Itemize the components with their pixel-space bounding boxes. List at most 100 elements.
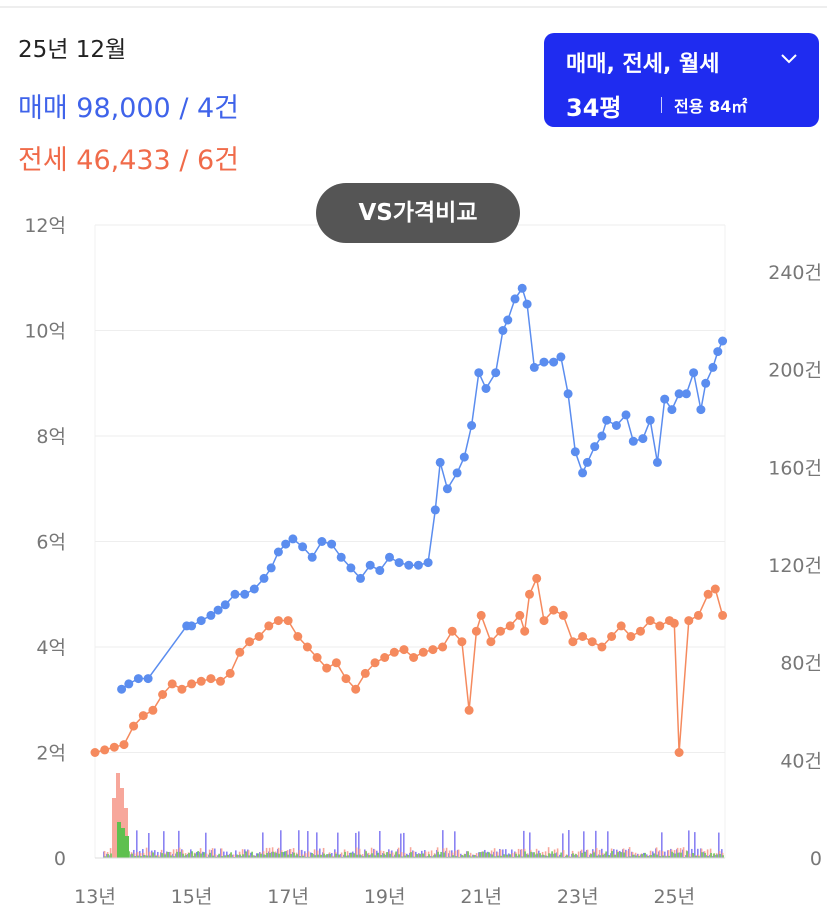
volume-bar-sale — [337, 832, 339, 858]
rent-price-point — [138, 711, 148, 721]
rent-price-point — [674, 748, 684, 757]
volume-bar-monthly — [626, 856, 628, 858]
rent-price-point — [129, 721, 139, 731]
rent-price-point — [264, 621, 274, 631]
volume-bar-monthly — [185, 854, 187, 858]
volume-bar-rent — [379, 850, 382, 858]
volume-bar-monthly — [320, 854, 322, 858]
sale-price-point — [645, 415, 655, 425]
volume-bar-monthly — [656, 854, 658, 858]
volume-bar-sale — [196, 852, 198, 858]
volume-bar-monthly — [275, 852, 277, 858]
volume-bar-rent — [598, 849, 601, 858]
rent-price-point — [457, 637, 467, 647]
volume-bar-monthly — [680, 852, 682, 858]
volume-bar-sale — [331, 853, 333, 858]
sale-price-point — [696, 405, 706, 415]
volume-bar-monthly — [194, 853, 196, 858]
rent-price-point — [718, 610, 728, 620]
sale-price-point — [213, 605, 223, 615]
volume-bar-monthly — [314, 855, 316, 858]
volume-bar-sale — [661, 832, 663, 858]
volume-bar-monthly — [155, 855, 157, 858]
volume-bar-monthly — [257, 853, 259, 858]
volume-bar-monthly — [452, 855, 454, 858]
volume-bar-rent — [211, 848, 214, 858]
volume-bar-monthly — [698, 856, 700, 858]
y-right-tick-label: 160건 — [768, 457, 822, 479]
volume-bar-monthly — [557, 856, 559, 858]
volume-bar-monthly — [386, 852, 388, 858]
volume-bar-rent — [103, 850, 106, 858]
volume-bar-rent — [241, 849, 244, 858]
sale-price-point — [611, 421, 621, 430]
y-left-tick-label: 2억 — [36, 743, 66, 765]
volume-bar-monthly — [353, 853, 355, 858]
volume-bar-sale — [262, 832, 264, 858]
volume-bar-rent — [148, 851, 151, 858]
volume-bar-monthly — [653, 853, 655, 858]
rent-price-point — [587, 637, 597, 647]
volume-bar-rent — [556, 848, 559, 858]
sale-price-point — [187, 621, 197, 631]
sale-price-point — [281, 539, 291, 549]
volume-bar-monthly — [689, 856, 691, 858]
volume-bar-monthly — [671, 851, 673, 858]
sale-price-point — [249, 584, 259, 594]
volume-bar-monthly — [254, 855, 256, 858]
volume-bar-sale — [301, 849, 303, 858]
rent-price-point — [302, 642, 312, 652]
volume-bar-rent — [517, 848, 520, 858]
volume-bar-sale — [163, 831, 165, 858]
grid-lines — [94, 224, 726, 859]
y-left-tick-label: 8억 — [36, 426, 66, 448]
volume-bar-monthly — [305, 856, 307, 858]
sale-price-point — [317, 537, 327, 546]
volume-bar-monthly — [104, 856, 106, 858]
volume-bars — [95, 773, 725, 859]
volume-bar-monthly — [563, 856, 565, 858]
deal-type-selector[interactable]: 매매, 전세, 월세 34평 전용 84㎡ — [544, 33, 819, 127]
volume-bar-monthly — [524, 851, 526, 858]
selector-divider — [661, 97, 662, 113]
volume-bar-monthly — [611, 851, 613, 858]
rent-price-point — [636, 626, 645, 636]
volume-bar-monthly — [629, 856, 631, 858]
volume-bar-monthly — [164, 854, 166, 858]
volume-bar-monthly — [401, 856, 403, 858]
volume-bar-monthly — [224, 855, 226, 858]
volume-bar-rent — [661, 851, 664, 858]
y-right-tick-label: 120건 — [768, 555, 822, 577]
volume-bar-monthly — [722, 855, 724, 858]
volume-bar-monthly — [584, 851, 586, 858]
volume-bar-monthly — [491, 854, 493, 858]
volume-bar-monthly — [176, 851, 178, 858]
volume-bar-monthly — [200, 853, 202, 858]
rent-price-point — [476, 610, 486, 620]
rent-price-point — [525, 589, 534, 599]
volume-bar-monthly — [707, 856, 709, 858]
sale-price-point — [459, 452, 469, 462]
volume-bar-rent — [214, 854, 217, 858]
sale-price-point — [474, 368, 484, 378]
sale-price-point — [240, 589, 250, 599]
volume-bar-monthly — [473, 855, 475, 858]
volume-bar-monthly — [581, 852, 583, 858]
volume-bar-monthly — [146, 855, 148, 858]
volume-bar-monthly — [302, 855, 304, 858]
volume-bar-monthly — [212, 855, 214, 858]
sale-price-point — [674, 389, 684, 399]
volume-bar-rent — [268, 847, 271, 858]
y-right-tick-label: 240건 — [768, 262, 822, 284]
rent-price-point — [568, 637, 578, 647]
volume-bar-rent — [535, 848, 538, 858]
volume-bar-monthly — [380, 854, 382, 858]
volume-bar-sale — [607, 831, 609, 858]
volume-bar-sale — [403, 832, 405, 858]
vs-compare-button[interactable]: VS가격비교 — [316, 183, 520, 243]
volume-bar-monthly — [179, 851, 181, 858]
volume-bar-sale — [379, 830, 381, 858]
rent-price-point — [148, 705, 158, 715]
volume-bar-monthly — [695, 855, 697, 858]
volume-bar-monthly — [311, 853, 313, 858]
